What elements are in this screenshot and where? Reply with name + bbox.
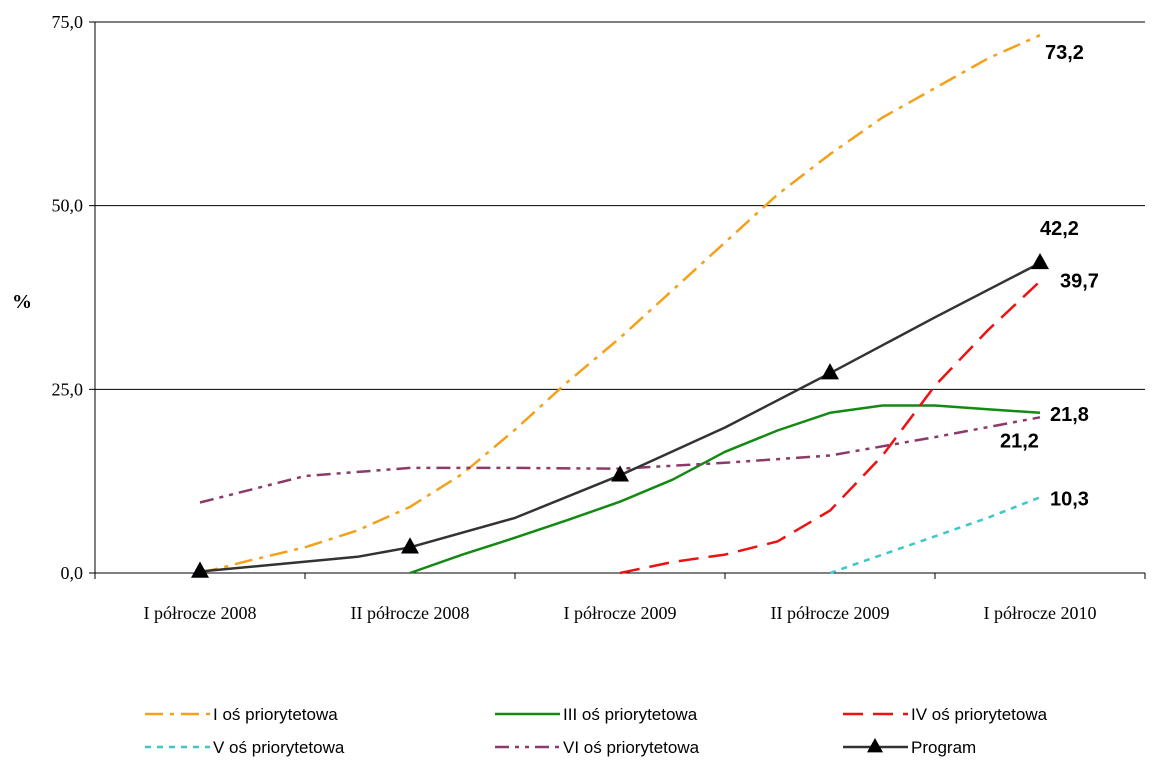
data-point-marker bbox=[191, 561, 209, 578]
data-point-marker bbox=[1031, 252, 1049, 270]
series-line-i-os-priorytetowa bbox=[199, 34, 1041, 575]
legend-item-i-os-priorytetowa: I oś priorytetowa bbox=[145, 705, 338, 724]
y-tick-label: 25,0 bbox=[52, 379, 84, 399]
legend-label: VI oś priorytetowa bbox=[563, 738, 700, 757]
legend-item-iv-os-priorytetowa: IV oś priorytetowa bbox=[843, 705, 1048, 724]
y-tick-labels: 0,0 25,0 50,0 75,0 bbox=[52, 12, 84, 583]
series-line-v-os-priorytetowa bbox=[829, 496, 1041, 575]
series-lines bbox=[199, 34, 1041, 575]
legend-label: Program bbox=[911, 738, 976, 757]
legend-label: III oś priorytetowa bbox=[563, 705, 698, 724]
end-label-v-os-priorytetowa: 10,3 bbox=[1050, 488, 1089, 510]
y-axis-label: % bbox=[12, 291, 32, 313]
data-point-marker bbox=[611, 465, 629, 482]
legend-item-v-os-priorytetowa: V oś priorytetowa bbox=[145, 738, 345, 757]
x-tick-label: II półrocze 2009 bbox=[771, 603, 890, 623]
x-tick-labels: I półrocze 2008 II półrocze 2008 I półrocz… bbox=[144, 603, 1097, 623]
end-label-iii-os-priorytetowa: 21,8 bbox=[1050, 404, 1089, 426]
series-line-vi-os-priorytetowa bbox=[199, 416, 1041, 504]
legend-item-iii-os-priorytetowa: III oś priorytetowa bbox=[495, 705, 698, 724]
legend-marker bbox=[867, 738, 883, 753]
data-point-marker bbox=[821, 363, 839, 380]
end-label-program: 42,2 bbox=[1040, 218, 1079, 240]
end-label-i-os-priorytetowa: 73,2 bbox=[1045, 42, 1084, 64]
legend-label: IV oś priorytetowa bbox=[911, 705, 1048, 724]
legend-item-program: Program bbox=[843, 738, 976, 757]
legend-label: I oś priorytetowa bbox=[213, 705, 338, 724]
end-label-iv-os-priorytetowa: 39,7 bbox=[1060, 270, 1099, 292]
y-tick-label: 0,0 bbox=[61, 563, 84, 583]
legend: I oś priorytetowa III oś priorytetowa IV o… bbox=[145, 705, 1048, 757]
axes bbox=[89, 21, 1146, 579]
x-tick-label: I półrocze 2008 bbox=[144, 603, 257, 623]
x-tick-label: I półrocze 2010 bbox=[984, 603, 1097, 623]
end-label-vi-os-priorytetowa: 21,2 bbox=[1000, 430, 1039, 452]
legend-item-vi-os-priorytetowa: VI oś priorytetowa bbox=[495, 738, 700, 757]
series-line-iii-os-priorytetowa bbox=[409, 404, 1041, 575]
legend-label: V oś priorytetowa bbox=[213, 738, 345, 757]
series-line-iv-os-priorytetowa bbox=[619, 280, 1041, 575]
series-line-program bbox=[199, 261, 1041, 573]
y-tick-label: 75,0 bbox=[52, 12, 84, 32]
x-tick-label: II półrocze 2008 bbox=[351, 603, 470, 623]
x-tick-label: I półrocze 2009 bbox=[564, 603, 677, 623]
data-point-marker bbox=[401, 537, 419, 554]
end-value-labels: 73,2 21,8 39,7 10,3 21,2 42,2 bbox=[1000, 42, 1099, 510]
series-markers bbox=[191, 252, 1049, 578]
y-tick-label: 50,0 bbox=[52, 196, 84, 216]
